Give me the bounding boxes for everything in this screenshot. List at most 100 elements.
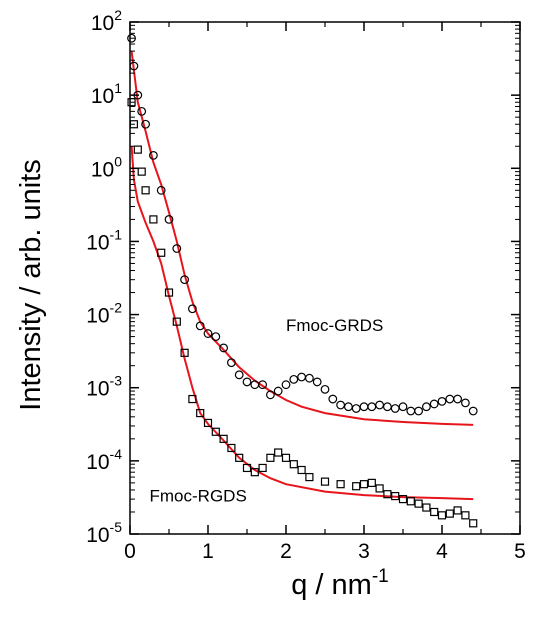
data-point xyxy=(344,402,353,412)
series-2 xyxy=(127,98,478,528)
data-point xyxy=(127,33,136,43)
data-point xyxy=(336,400,346,410)
data-point xyxy=(352,482,361,491)
data-point xyxy=(226,358,236,368)
fit-curves xyxy=(130,50,474,501)
data-point xyxy=(445,509,454,518)
data-point xyxy=(133,145,142,154)
data-point xyxy=(266,453,275,462)
data-point xyxy=(172,244,182,253)
y-tick-label: 101 xyxy=(91,80,122,108)
data-point xyxy=(180,275,190,285)
x-axis-label-superscript: -1 xyxy=(372,566,389,587)
data-point xyxy=(258,463,267,473)
data-point xyxy=(390,404,400,413)
data-point xyxy=(211,427,220,436)
data-point xyxy=(351,404,361,413)
data-point xyxy=(289,460,298,469)
y-axis-ticks: 10-5 10-4 10-3 10-2 10-1 100 101 102 xyxy=(86,7,520,547)
data-point xyxy=(141,119,151,129)
data-point xyxy=(195,321,205,331)
data-point xyxy=(250,468,259,477)
data-point xyxy=(164,215,174,224)
data-point xyxy=(320,384,330,394)
data-point xyxy=(359,480,369,489)
data-point xyxy=(437,511,447,520)
x-axis-label-text: q / nm xyxy=(291,569,372,601)
y-tick-label: 10-1 xyxy=(86,226,122,254)
y-axis-label: Intensity / arb. units xyxy=(15,159,47,410)
y-tick-label: 100 xyxy=(91,153,122,181)
data-point xyxy=(414,499,423,508)
x-axis-label: q / nm-1 xyxy=(291,566,389,601)
data-point xyxy=(149,215,158,224)
data-point xyxy=(429,399,439,409)
data-point xyxy=(383,490,392,499)
data-point xyxy=(273,386,283,396)
data-point xyxy=(281,380,291,390)
data-point xyxy=(157,248,166,257)
data-point xyxy=(375,400,385,410)
data-point xyxy=(359,402,369,412)
data-point xyxy=(180,348,189,357)
annotation-label: Fmoc-GRDS xyxy=(286,316,383,335)
data-point xyxy=(320,477,330,486)
data-point xyxy=(141,186,150,195)
data-point xyxy=(203,418,213,428)
data-point xyxy=(137,106,147,116)
data-point xyxy=(250,380,260,390)
y-tick-label: 10-3 xyxy=(86,373,122,401)
annotation-label: Fmoc-RGDS xyxy=(150,486,247,505)
data-point xyxy=(305,373,314,383)
fit-curve-1 xyxy=(130,50,474,426)
data-point xyxy=(129,61,139,71)
data-point xyxy=(367,402,377,412)
data-point xyxy=(258,380,268,390)
data-point xyxy=(172,317,181,326)
y-tick-label: 10-2 xyxy=(86,300,122,328)
data-point xyxy=(469,519,478,528)
data-point xyxy=(281,453,291,462)
fit-curve-2 xyxy=(130,146,474,501)
data-point xyxy=(227,443,236,453)
data-point xyxy=(235,453,244,462)
data-point xyxy=(137,167,146,176)
data-point xyxy=(219,434,228,443)
data-point xyxy=(375,484,384,493)
data-point xyxy=(414,406,424,416)
data-point xyxy=(219,343,229,353)
data-point xyxy=(398,402,408,412)
data-point xyxy=(211,332,221,341)
x-tick-label: 3 xyxy=(358,540,370,563)
data-point xyxy=(242,377,252,387)
data-point xyxy=(188,394,197,404)
data-point xyxy=(422,503,431,512)
data-point xyxy=(242,463,252,473)
data-point xyxy=(383,402,392,412)
x-tick-label: 0 xyxy=(124,540,136,563)
data-point xyxy=(305,472,314,482)
x-tick-label: 5 xyxy=(514,540,526,563)
data-point xyxy=(461,398,470,408)
data-point xyxy=(468,406,478,416)
data-point xyxy=(148,151,158,160)
data-point xyxy=(266,390,275,400)
data-point xyxy=(430,507,439,517)
x-tick-label: 2 xyxy=(280,540,292,563)
data-point xyxy=(336,480,345,489)
series-1 xyxy=(127,33,478,416)
data-point xyxy=(461,511,470,520)
y-tick-label: 10-5 xyxy=(86,519,122,547)
x-axis-ticks: 0 1 2 3 4 5 xyxy=(124,22,526,563)
data-point xyxy=(187,304,197,314)
data-point xyxy=(406,406,416,416)
data-point xyxy=(234,370,244,380)
data-point xyxy=(406,497,415,506)
data-point xyxy=(312,377,322,387)
data-point xyxy=(164,288,174,297)
data-point xyxy=(422,402,431,412)
annotations: Fmoc-GRDS Fmoc-RGDS xyxy=(150,316,384,505)
data-points xyxy=(127,33,478,528)
x-tick-label: 4 xyxy=(436,540,448,563)
